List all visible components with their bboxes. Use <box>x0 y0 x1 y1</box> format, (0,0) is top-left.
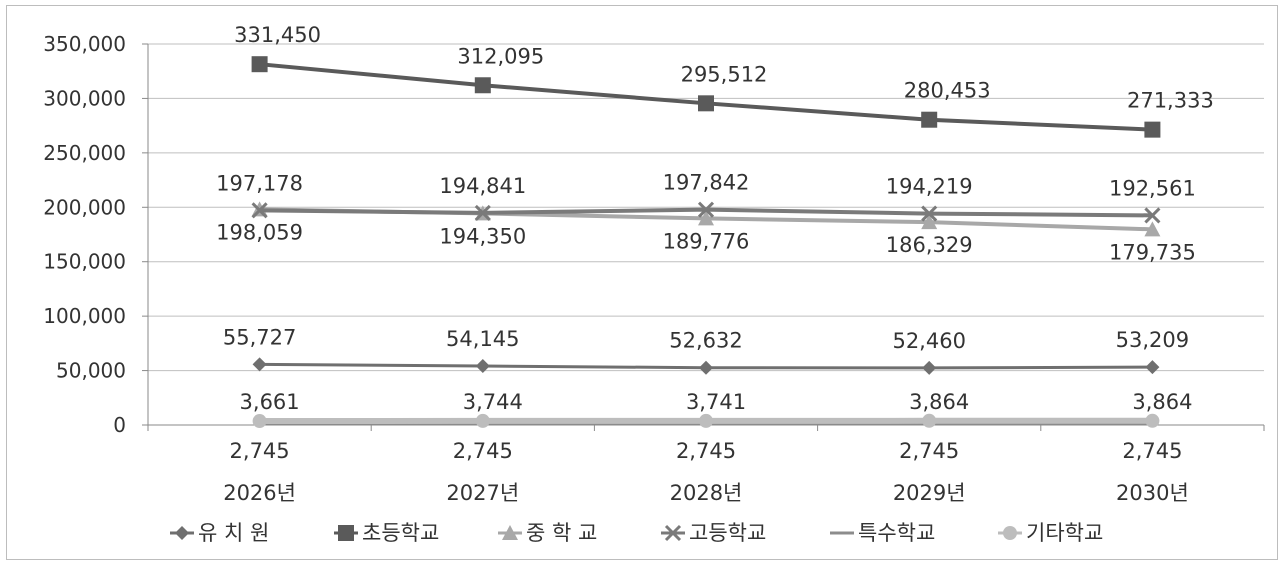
x-category-label: 2029년 <box>893 481 966 505</box>
data-label: 295,512 <box>681 62 768 86</box>
data-label: 3,864 <box>909 390 969 414</box>
y-tick-label: 250,000 <box>43 141 126 165</box>
point-marker <box>338 525 354 541</box>
point-marker <box>922 413 937 428</box>
point-marker <box>251 202 268 219</box>
series-lines <box>251 56 1161 429</box>
series-2 <box>251 56 1161 138</box>
data-label: 52,460 <box>892 329 965 353</box>
x-category-label: 2026년 <box>223 481 296 505</box>
point-marker <box>475 413 490 428</box>
data-label: 271,333 <box>1127 89 1214 113</box>
legend-label: 고등학교 <box>689 521 766 545</box>
y-tick-label: 350,000 <box>43 32 126 56</box>
y-tick-label: 50,000 <box>56 359 126 383</box>
data-label: 197,842 <box>663 171 750 195</box>
point-marker <box>1144 207 1161 224</box>
legend-label: 특수학교 <box>858 521 935 545</box>
point-marker <box>1144 221 1161 237</box>
data-label: 280,453 <box>904 79 991 103</box>
series-6 <box>252 413 1160 429</box>
data-label: 312,095 <box>457 44 544 68</box>
y-tick-label: 0 <box>113 413 126 437</box>
point-marker <box>474 204 491 221</box>
point-marker <box>252 357 267 372</box>
data-label: 198,059 <box>216 220 303 244</box>
point-marker <box>664 524 682 542</box>
point-marker <box>1145 413 1160 428</box>
legend-label: 기타학교 <box>1026 521 1103 545</box>
data-label: 53,209 <box>1116 328 1189 352</box>
legend-label: 유 치 원 <box>198 521 269 545</box>
legend-item: 고등학교 <box>661 521 766 545</box>
data-labels: 55,727 54,145 52,632 52,460 53,209 331,450 312… <box>216 23 1214 463</box>
y-tick-label: 100,000 <box>43 304 126 328</box>
point-marker <box>699 413 713 428</box>
data-label: 54,145 <box>446 327 519 351</box>
data-label: 192,561 <box>1109 176 1196 200</box>
data-label: 2,745 <box>453 439 513 463</box>
data-label: 52,632 <box>669 329 742 353</box>
point-marker <box>922 360 937 375</box>
data-label: 179,735 <box>1109 240 1196 264</box>
point-marker <box>921 111 938 128</box>
legend: 유 치 원 초등학교 중 학 교 고등학교 특수학교 기타학교 <box>170 521 1103 545</box>
x-category-label: 2027년 <box>446 481 519 505</box>
legend-label: 중 학 교 <box>526 521 597 545</box>
data-label: 186,329 <box>886 233 973 257</box>
point-marker <box>175 526 189 540</box>
legend-item: 특수학교 <box>830 521 935 545</box>
data-label: 194,350 <box>439 224 526 248</box>
point-marker <box>1003 526 1017 540</box>
data-label: 55,727 <box>223 325 296 349</box>
data-label: 331,450 <box>234 23 321 47</box>
data-label: 2,745 <box>230 439 290 463</box>
point-marker <box>251 56 268 73</box>
legend-item: 유 치 원 <box>170 521 269 545</box>
data-label: 3,744 <box>463 390 523 414</box>
series-4 <box>251 201 1161 224</box>
data-label: 2,745 <box>899 439 959 463</box>
point-marker <box>921 205 938 222</box>
data-label: 3,864 <box>1132 390 1192 414</box>
x-category-label: 2028년 <box>670 481 743 505</box>
data-label: 2,745 <box>1122 439 1182 463</box>
data-label: 194,841 <box>439 174 526 198</box>
point-marker <box>697 201 715 218</box>
point-marker <box>475 359 490 374</box>
y-tick-label: 300,000 <box>43 86 126 110</box>
data-label: 3,661 <box>240 390 300 414</box>
y-tick-label: 150,000 <box>43 250 126 274</box>
data-label: 3,741 <box>686 390 746 414</box>
point-marker <box>252 414 267 429</box>
data-label: 197,178 <box>216 171 303 195</box>
legend-item: 초등학교 <box>334 521 439 545</box>
data-label: 189,776 <box>663 229 750 253</box>
legend-item: 기타학교 <box>998 521 1103 545</box>
point-marker <box>502 525 518 540</box>
point-marker <box>698 210 714 226</box>
series-1 <box>252 357 1160 375</box>
data-label: 2,745 <box>676 439 736 463</box>
legend-item: 중 학 교 <box>498 521 597 545</box>
axes: 0 50,000 100,000 150,000 200,000 250,000 300,0… <box>43 32 1265 505</box>
data-label: 194,219 <box>886 175 973 199</box>
point-marker <box>921 214 938 230</box>
y-tick-label: 200,000 <box>43 195 126 219</box>
point-marker <box>1145 360 1160 375</box>
x-category-label: 2030년 <box>1116 481 1189 505</box>
point-marker <box>1144 121 1161 138</box>
point-marker <box>699 360 713 375</box>
point-marker <box>474 77 491 94</box>
point-marker <box>698 95 714 112</box>
legend-label: 초등학교 <box>362 521 439 545</box>
